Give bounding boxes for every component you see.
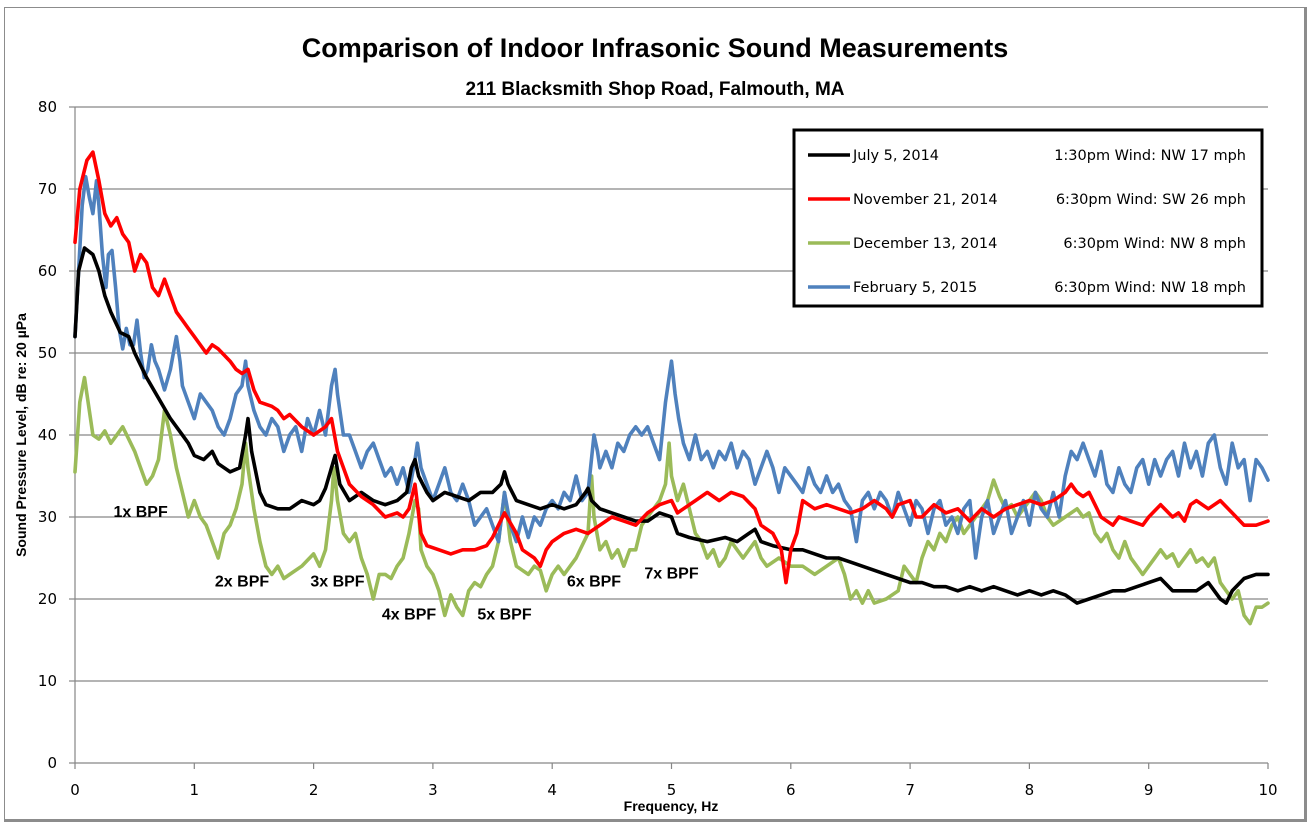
legend-info: 6:30pm Wind: SW 26 mph: [1056, 192, 1246, 208]
y-tick-label: 40: [38, 426, 57, 444]
x-tick-label: 4: [547, 781, 557, 799]
series-lines: [73, 150, 1270, 626]
x-tick-label: 10: [1258, 781, 1277, 799]
y-axis-label: Sound Pressure Level, dB re: 20 µPa: [13, 313, 29, 557]
legend-date: July 5, 2014: [852, 148, 939, 164]
series-line-february-5-2015: [73, 174, 1270, 560]
bpf-annotation: 7x BPF: [644, 566, 698, 583]
y-tick-label: 10: [38, 672, 57, 690]
bpf-annotation: 1x BPF: [113, 504, 167, 521]
x-tick-label: 2: [309, 781, 319, 799]
x-tick-label: 9: [1144, 781, 1154, 799]
legend: July 5, 2014 1:30pm Wind: NW 17 mph Novemb…: [792, 128, 1264, 308]
legend-date: November 21, 2014: [853, 192, 998, 208]
x-tick-label: 6: [786, 781, 796, 799]
legend-item: July 5, 2014 1:30pm Wind: NW 17 mph: [808, 148, 1246, 164]
series-line-december-13-2014: [73, 375, 1270, 626]
y-tick-label: 30: [38, 508, 57, 526]
legend-info: 1:30pm Wind: NW 17 mph: [1054, 148, 1246, 164]
bpf-annotation: 4x BPF: [382, 607, 436, 624]
legend-date: February 5, 2015: [853, 280, 977, 296]
series-line-july-5-2014: [73, 246, 1270, 605]
chart-subtitle: 211 Blacksmith Shop Road, Falmouth, MA: [465, 79, 844, 100]
x-axis-label: Frequency, Hz: [624, 798, 719, 814]
y-tick-label: 20: [38, 590, 57, 608]
y-tick-label: 0: [47, 754, 57, 772]
legend-item: February 5, 2015 6:30pm Wind: NW 18 mph: [808, 280, 1246, 296]
x-tick-label: 7: [905, 781, 915, 799]
legend-info: 6:30pm Wind: NW 8 mph: [1063, 236, 1246, 252]
x-tick-label: 0: [70, 781, 80, 799]
bpf-annotation: 6x BPF: [567, 574, 621, 591]
x-axis-ticks: 0 1 2 3 4 5 6 7 8 9 10: [70, 763, 1278, 799]
series-line-november-21-2014: [73, 150, 1270, 585]
y-axis-ticks: 0 10 20 30 40 50 60 70 80: [38, 98, 75, 772]
y-tick-label: 60: [38, 262, 57, 280]
bpf-annotation: 3x BPF: [310, 574, 364, 591]
legend-box: [792, 128, 1264, 308]
bpf-annotation: 2x BPF: [215, 574, 269, 591]
bpf-annotation: 5x BPF: [477, 607, 531, 624]
legend-info: 6:30pm Wind: NW 18 mph: [1054, 280, 1246, 296]
legend-date: December 13, 2014: [853, 236, 997, 252]
x-tick-label: 3: [428, 781, 438, 799]
x-tick-label: 1: [190, 781, 200, 799]
legend-item: November 21, 2014 6:30pm Wind: SW 26 mph: [808, 192, 1246, 208]
x-tick-label: 5: [667, 781, 677, 799]
y-tick-label: 80: [38, 98, 57, 116]
bpf-annotations: 1x BPF 2x BPF 3x BPF 4x BPF 5x BPF 6x BPF 7x B…: [113, 504, 698, 624]
x-tick-label: 8: [1025, 781, 1035, 799]
y-tick-label: 50: [38, 344, 57, 362]
y-tick-label: 70: [38, 180, 57, 198]
chart-title: Comparison of Indoor Infrasonic Sound Me…: [302, 33, 1009, 63]
legend-item: December 13, 2014 6:30pm Wind: NW 8 mph: [808, 236, 1246, 252]
